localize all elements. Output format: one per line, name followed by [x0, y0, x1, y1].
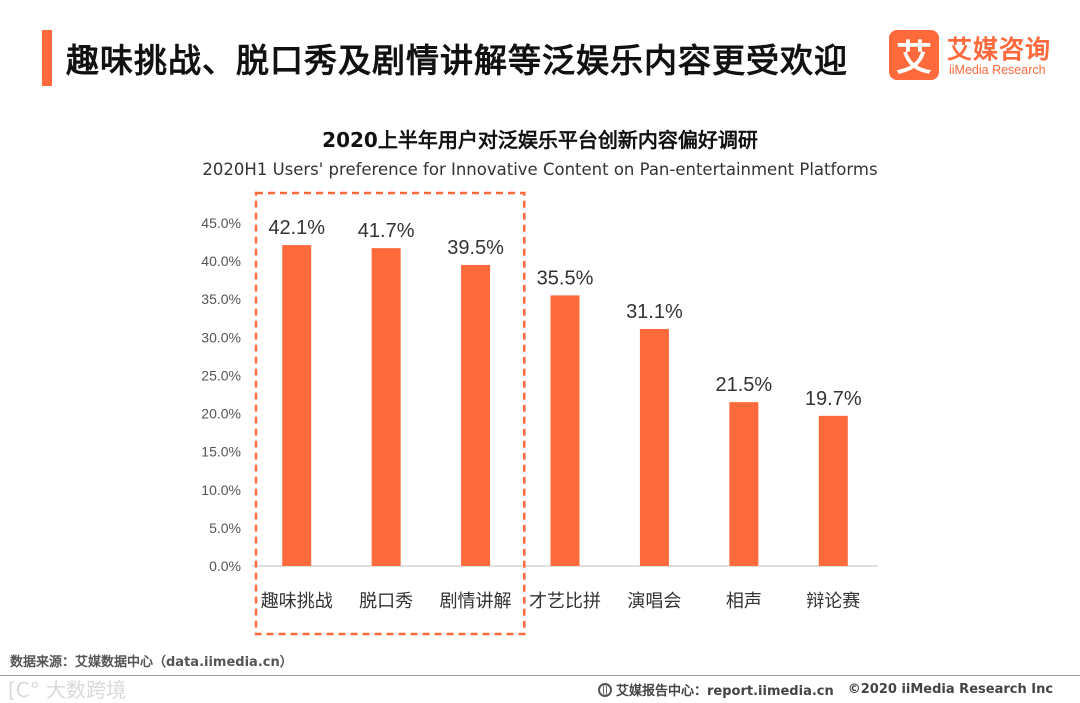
y-tick-label: 20.0% — [201, 406, 241, 422]
footer-divider — [0, 675, 1080, 676]
bar — [282, 245, 312, 567]
y-tick-label: 5.0% — [209, 520, 241, 536]
logo-english-name: iiMedia Research — [949, 63, 1046, 77]
x-category-label: 辩论赛 — [806, 591, 860, 612]
iimedia-logo: 艾 艾媒咨询 iiMedia Research — [889, 30, 1069, 84]
bar-value-label: 35.5% — [537, 267, 594, 289]
bar-value-label: 19.7% — [805, 388, 862, 410]
page-headline: 趣味挑战、脱口秀及剧情讲解等泛娱乐内容更受欢迎 — [66, 41, 848, 80]
bar — [461, 264, 491, 566]
headline-accent-bar — [42, 30, 52, 86]
bar-value-label: 42.1% — [268, 217, 325, 239]
bar — [729, 402, 759, 566]
highlight-box — [254, 191, 526, 636]
x-category-label: 剧情讲解 — [440, 591, 512, 612]
y-tick-label: 40.0% — [201, 253, 241, 269]
bar-value-label: 21.5% — [715, 374, 772, 396]
watermark: [C° 大数跨境 — [8, 678, 127, 702]
bar-value-label: 39.5% — [447, 237, 504, 259]
y-tick-label: 10.0% — [201, 482, 241, 498]
x-category-label: 相声 — [726, 591, 762, 612]
chart-subtitle: 2020H1 Users' preference for Innovative … — [202, 160, 878, 179]
bar-value-label: 41.7% — [358, 220, 415, 242]
logo-chinese-name: 艾媒咨询 — [947, 35, 1052, 64]
bar — [371, 248, 401, 567]
chart-title: 2020上半年用户对泛娱乐平台创新内容偏好调研 — [322, 128, 758, 152]
bar — [550, 295, 580, 566]
bar — [818, 415, 848, 566]
x-category-label: 趣味挑战 — [261, 591, 333, 612]
logo-mark-icon: 艾 — [889, 30, 939, 80]
bar-value-label: 31.1% — [626, 301, 683, 323]
report-center-link[interactable]: 艾媒报告中心：report.iimedia.cn — [616, 684, 834, 699]
y-tick-label: 15.0% — [201, 444, 241, 460]
footer-credits: 艾媒报告中心：report.iimedia.cn ©2020 iiMedia R… — [598, 680, 1053, 699]
y-tick-label: 0.0% — [209, 558, 241, 574]
x-category-label: 脱口秀 — [359, 591, 413, 612]
globe-icon — [598, 682, 612, 697]
y-tick-label: 45.0% — [201, 215, 241, 231]
y-tick-label: 35.0% — [201, 291, 241, 307]
data-source: 数据来源：艾媒数据中心（data.iimedia.cn） — [10, 655, 293, 670]
y-tick-label: 30.0% — [201, 329, 241, 345]
y-tick-label: 25.0% — [201, 367, 241, 383]
x-category-label: 才艺比拼 — [529, 591, 601, 612]
copyright: ©2020 iiMedia Research Inc — [847, 682, 1054, 697]
bar — [639, 328, 669, 566]
x-category-label: 演唱会 — [627, 591, 681, 612]
